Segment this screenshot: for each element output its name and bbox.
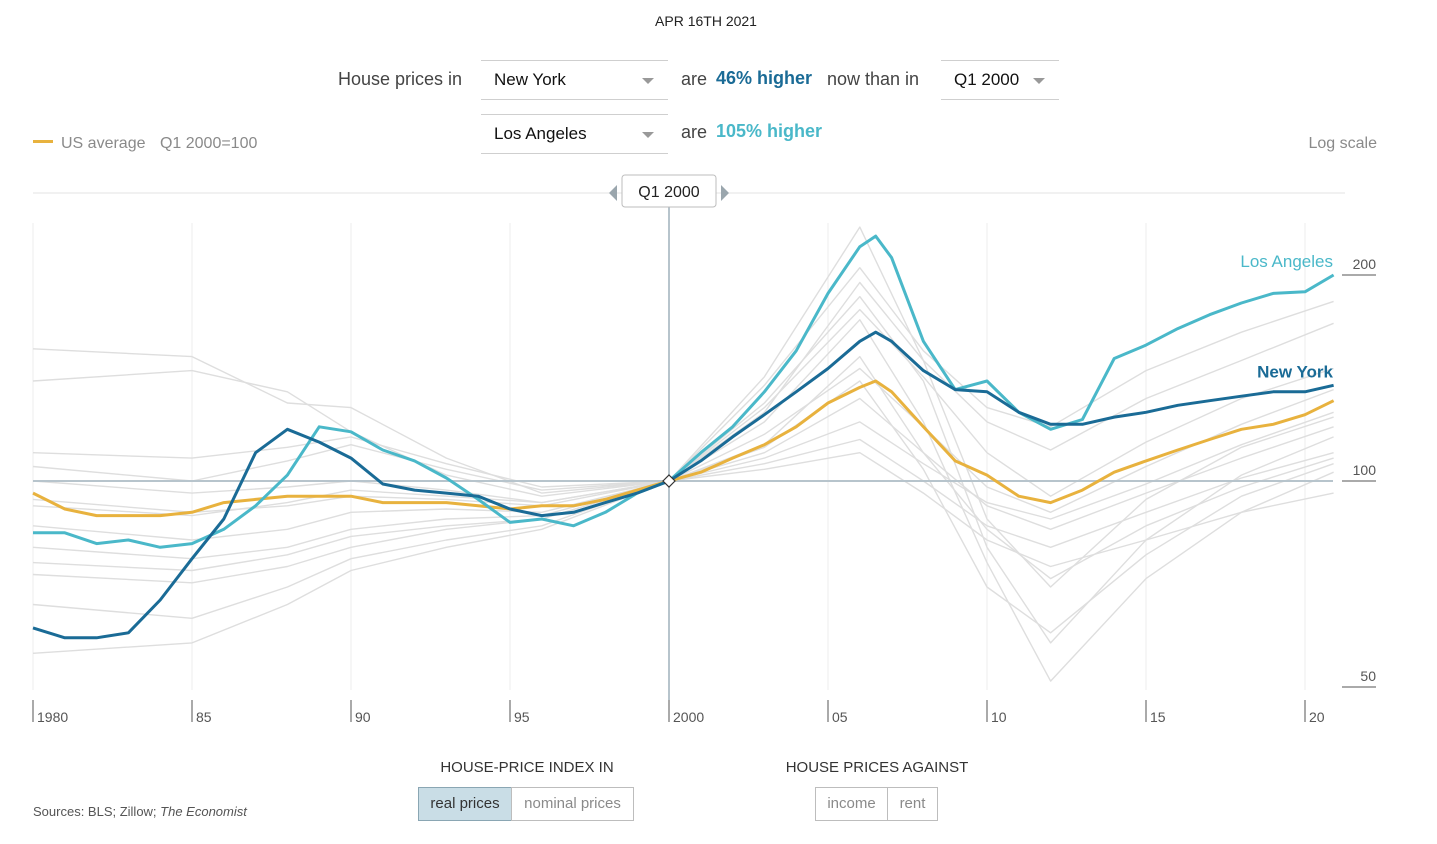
x-tick-label: 10 — [991, 709, 1007, 725]
x-tick-label: 05 — [832, 709, 848, 725]
series-line-us-average — [32, 379, 1335, 518]
series-line-other-1 — [32, 226, 1334, 494]
index-control-title: HOUSE-PRICE INDEX IN — [440, 759, 614, 776]
legend-us-average-label: US average — [61, 135, 146, 152]
series-line-other-3 — [32, 281, 1334, 588]
y-tick-label: 50 — [1360, 668, 1376, 684]
chevron-down-icon — [642, 132, 654, 138]
real-prices-button[interactable]: real prices — [418, 787, 512, 821]
other-cities-group — [32, 226, 1334, 682]
y-tick-label: 100 — [1353, 462, 1377, 478]
x-tick-label: 15 — [1150, 709, 1166, 725]
change-new-york: 46% higher — [716, 68, 813, 88]
series-line-other-2 — [32, 267, 1334, 497]
series-line-other-9 — [32, 438, 1334, 619]
marker-label-box — [621, 174, 717, 208]
nominal-prices-button[interactable]: nominal prices — [511, 787, 634, 821]
rent-button[interactable]: rent — [887, 787, 938, 821]
x-tick-label: 90 — [355, 709, 371, 725]
base-period-value: Q1 2000 — [954, 70, 1020, 89]
caret-left-icon[interactable] — [609, 185, 617, 201]
series-line-los-angeles — [33, 234, 1335, 549]
y-tick-label: 200 — [1353, 256, 1377, 272]
legend-us-average-swatch — [33, 140, 53, 144]
x-tick-label: 20 — [1309, 709, 1325, 725]
change-los-angeles: 105% higher — [716, 121, 823, 141]
city2-select[interactable]: Los Angeles — [481, 114, 668, 154]
sentence-now-than-in: now than in — [827, 69, 920, 89]
legend-base-label: Q1 2000=100 — [159, 135, 258, 152]
series-line-other-7 — [32, 397, 1334, 560]
city1-value: New York — [494, 70, 566, 89]
sentence-are-2: are — [681, 122, 708, 142]
base-point-marker — [662, 474, 676, 488]
series-line-other-10 — [32, 452, 1334, 654]
chevron-down-icon — [1033, 78, 1045, 84]
series-line-other-8 — [32, 411, 1334, 584]
caret-right-icon[interactable] — [721, 185, 729, 201]
base-period-select[interactable]: Q1 2000 — [941, 60, 1059, 100]
x-tick-label: 95 — [514, 709, 530, 725]
sources-note: Sources: BLS; Zillow; The Economist — [33, 804, 247, 819]
city1-select[interactable]: New York — [481, 60, 668, 100]
income-button[interactable]: income — [815, 787, 888, 821]
chevron-down-icon — [642, 78, 654, 84]
x-tick-label: 1980 — [37, 709, 68, 725]
series-label-new-york: New York — [1257, 362, 1333, 381]
sentence-prefix: House prices in — [338, 69, 463, 89]
x-tick-label: 2000 — [673, 709, 704, 725]
series-label-los-angeles: Los Angeles — [1240, 252, 1333, 271]
sources-prefix: Sources: BLS; Zillow; — [33, 804, 161, 819]
x-tick-label: 85 — [196, 709, 212, 725]
series-line-other-13 — [32, 380, 1334, 634]
series-line-new-york — [32, 330, 1334, 640]
sources-italic: The Economist — [160, 804, 247, 819]
sentence-are-1: are — [681, 69, 708, 89]
series-line-other-12 — [32, 367, 1334, 517]
log-scale-label: Log scale — [1308, 135, 1378, 152]
date-label: APR 16TH 2021 — [655, 13, 757, 29]
city2-value: Los Angeles — [494, 124, 587, 143]
against-control-title: HOUSE PRICES AGAINST — [785, 759, 969, 776]
marker-label: Q1 2000 — [638, 184, 699, 201]
series-line-other-5 — [32, 319, 1334, 682]
legend: US average Q1 2000=100 — [33, 135, 257, 153]
series-line-other-4 — [32, 295, 1334, 644]
